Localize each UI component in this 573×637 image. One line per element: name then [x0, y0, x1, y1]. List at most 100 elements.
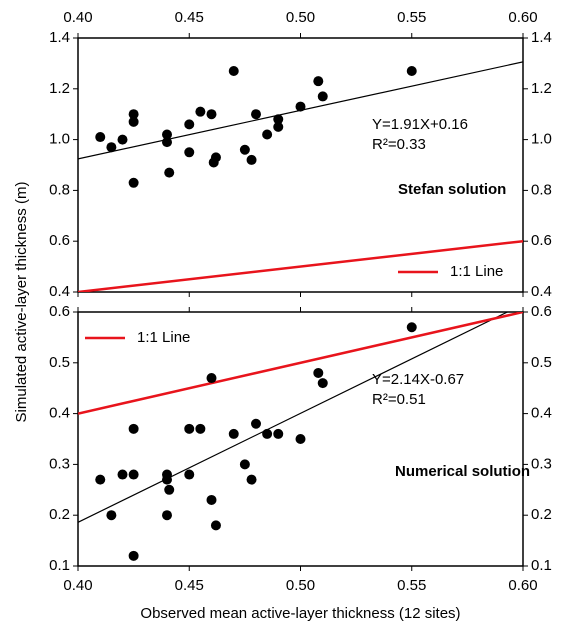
data-point [239, 459, 250, 470]
x-axis-label: Observed mean active-layer thickness (12… [140, 605, 460, 622]
data-point [162, 474, 172, 485]
data-point [106, 510, 117, 521]
panel-label: Stefan solution [398, 181, 506, 198]
data-point [128, 177, 139, 188]
data-point [206, 494, 217, 505]
x-tick-label: 0.50 [286, 577, 315, 594]
data-point [106, 142, 117, 153]
data-point [184, 119, 195, 130]
identity-line [78, 312, 523, 415]
regression-equation: Y=2.14X-0.67 [372, 371, 464, 388]
data-point [128, 469, 139, 480]
data-point [184, 469, 195, 480]
y-tick-label: 0.2 [49, 506, 70, 523]
data-point [317, 378, 328, 389]
data-point [195, 106, 206, 117]
identity-line [78, 239, 523, 292]
legend-label: 1:1 Line [137, 329, 190, 346]
x-tick-label: 0.45 [175, 9, 204, 26]
y-tick-label: 0.4 [531, 283, 552, 300]
data-point [210, 520, 221, 531]
data-point [228, 428, 239, 439]
y-tick-label: 0.1 [49, 557, 70, 574]
data-point [406, 322, 417, 333]
data-point [128, 116, 139, 127]
regression-line [78, 312, 508, 523]
data-point [228, 66, 239, 77]
y-tick-label: 0.6 [49, 303, 70, 320]
y-tick-label: 0.3 [49, 455, 70, 472]
x-tick-label: 0.45 [175, 577, 204, 594]
plot-area [78, 312, 523, 561]
data-point [95, 474, 106, 485]
x-tick-label: 0.40 [63, 577, 92, 594]
x-tick-label: 0.55 [397, 9, 426, 26]
y-tick-label: 0.6 [531, 303, 552, 320]
y-tick-label: 1.2 [49, 80, 70, 97]
y-tick-label: 0.8 [49, 181, 70, 198]
x-tick-label: 0.50 [286, 9, 315, 26]
panel-label: Numerical solution [395, 463, 530, 480]
regression-equation: Y=1.91X+0.16 [372, 116, 468, 133]
x-tick-label: 0.60 [508, 9, 537, 26]
y-tick-label: 0.6 [49, 232, 70, 249]
y-tick-label: 1.0 [531, 131, 552, 148]
y-tick-label: 0.5 [531, 354, 552, 371]
y-tick-label: 0.2 [531, 506, 552, 523]
plot-area [78, 61, 523, 292]
data-point [262, 129, 273, 140]
data-point [313, 76, 324, 87]
y-tick-label: 1.0 [49, 131, 70, 148]
data-point [164, 167, 175, 178]
x-tick-label: 0.60 [508, 577, 537, 594]
y-tick-label: 0.1 [531, 557, 552, 574]
regression-equation: R²=0.51 [372, 391, 426, 408]
x-tick-label: 0.55 [397, 577, 426, 594]
data-point [128, 550, 139, 561]
data-point [206, 109, 217, 120]
y-tick-label: 0.5 [49, 354, 70, 371]
data-point [273, 121, 284, 132]
data-point [251, 109, 261, 120]
data-point [117, 134, 128, 145]
data-point [164, 484, 175, 495]
data-point [317, 91, 328, 102]
data-point [206, 373, 217, 384]
data-point [184, 423, 195, 434]
data-point [162, 510, 172, 521]
data-point [406, 66, 417, 77]
data-point [184, 147, 195, 158]
y-tick-label: 1.4 [49, 29, 70, 46]
data-point [128, 109, 139, 120]
data-point [239, 144, 250, 155]
data-point [128, 423, 139, 434]
y-tick-label: 0.8 [531, 181, 552, 198]
data-point [313, 367, 324, 378]
x-tick-label: 0.40 [63, 9, 92, 26]
y-tick-label: 0.4 [531, 405, 552, 422]
legend-label: 1:1 Line [450, 263, 503, 280]
y-axis-label: Simulated active-layer thickness (m) [13, 182, 30, 423]
data-point [246, 474, 257, 485]
y-tick-label: 0.6 [531, 232, 552, 249]
data-point [195, 423, 206, 434]
y-tick-label: 0.4 [49, 405, 70, 422]
regression-equation: R²=0.33 [372, 136, 426, 153]
data-point [210, 152, 221, 163]
data-point [246, 154, 257, 165]
data-point [251, 418, 261, 429]
data-point [295, 101, 306, 112]
data-point [117, 469, 128, 480]
y-tick-label: 1.4 [531, 29, 552, 46]
y-tick-label: 0.4 [49, 283, 70, 300]
data-point [262, 428, 273, 439]
data-point [95, 132, 106, 143]
data-point [162, 137, 172, 148]
y-tick-label: 0.3 [531, 455, 552, 472]
y-tick-label: 1.2 [531, 80, 552, 97]
data-point [273, 428, 284, 439]
data-point [273, 114, 284, 125]
data-point [162, 129, 172, 140]
data-point [295, 434, 306, 444]
